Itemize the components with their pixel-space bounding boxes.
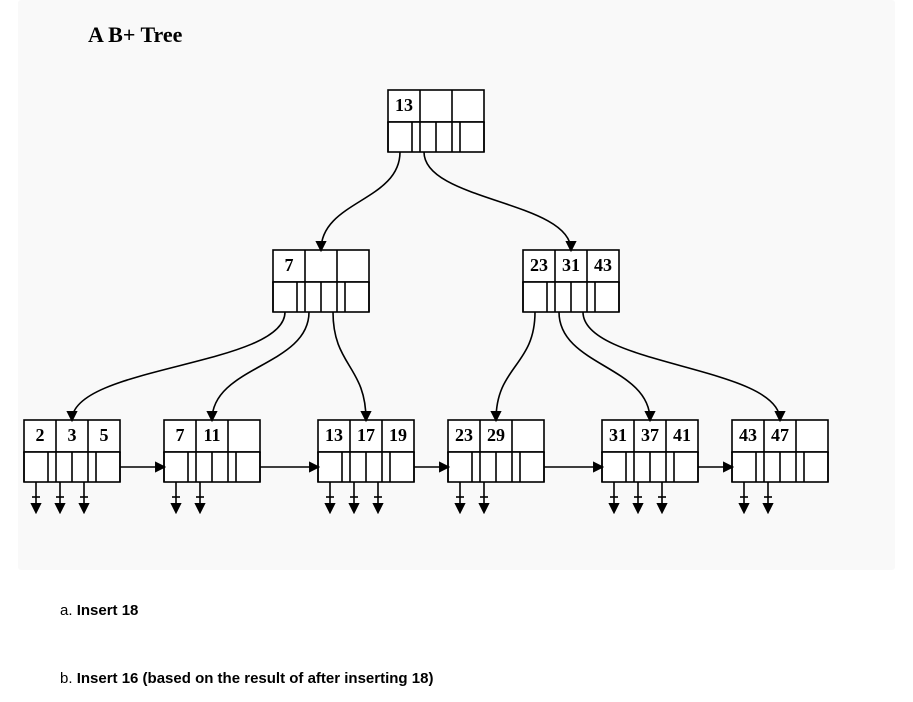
- svg-text:43: 43: [739, 425, 757, 445]
- svg-text:17: 17: [357, 425, 375, 445]
- svg-text:19: 19: [389, 425, 407, 445]
- question-b-text: Insert 16 (based on the result of after …: [77, 670, 434, 687]
- question-b-prefix: b.: [60, 670, 77, 687]
- question-b: b. Insert 16 (based on the result of aft…: [60, 670, 433, 687]
- svg-text:31: 31: [609, 425, 627, 445]
- svg-text:3: 3: [68, 425, 77, 445]
- svg-text:23: 23: [455, 425, 473, 445]
- svg-text:11: 11: [203, 425, 220, 445]
- svg-text:37: 37: [641, 425, 659, 445]
- svg-text:2: 2: [36, 425, 45, 445]
- svg-text:43: 43: [594, 255, 612, 275]
- svg-text:5: 5: [100, 425, 109, 445]
- svg-text:47: 47: [771, 425, 789, 445]
- svg-text:7: 7: [176, 425, 185, 445]
- question-a-text: Insert 18: [77, 602, 139, 619]
- svg-text:7: 7: [285, 255, 294, 275]
- svg-text:13: 13: [395, 95, 413, 115]
- svg-text:41: 41: [673, 425, 691, 445]
- svg-text:31: 31: [562, 255, 580, 275]
- svg-text:13: 13: [325, 425, 343, 445]
- svg-text:23: 23: [530, 255, 548, 275]
- svg-text:29: 29: [487, 425, 505, 445]
- bplus-tree-svg: 13723314323571113171923293137414347: [18, 0, 895, 560]
- page: A B+ Tree 137233143235711131719232931374…: [0, 0, 913, 702]
- diagram-panel: A B+ Tree 137233143235711131719232931374…: [18, 0, 895, 570]
- question-a: a. Insert 18: [60, 602, 138, 619]
- question-a-prefix: a.: [60, 602, 77, 619]
- diagram-title: A B+ Tree: [88, 22, 182, 48]
